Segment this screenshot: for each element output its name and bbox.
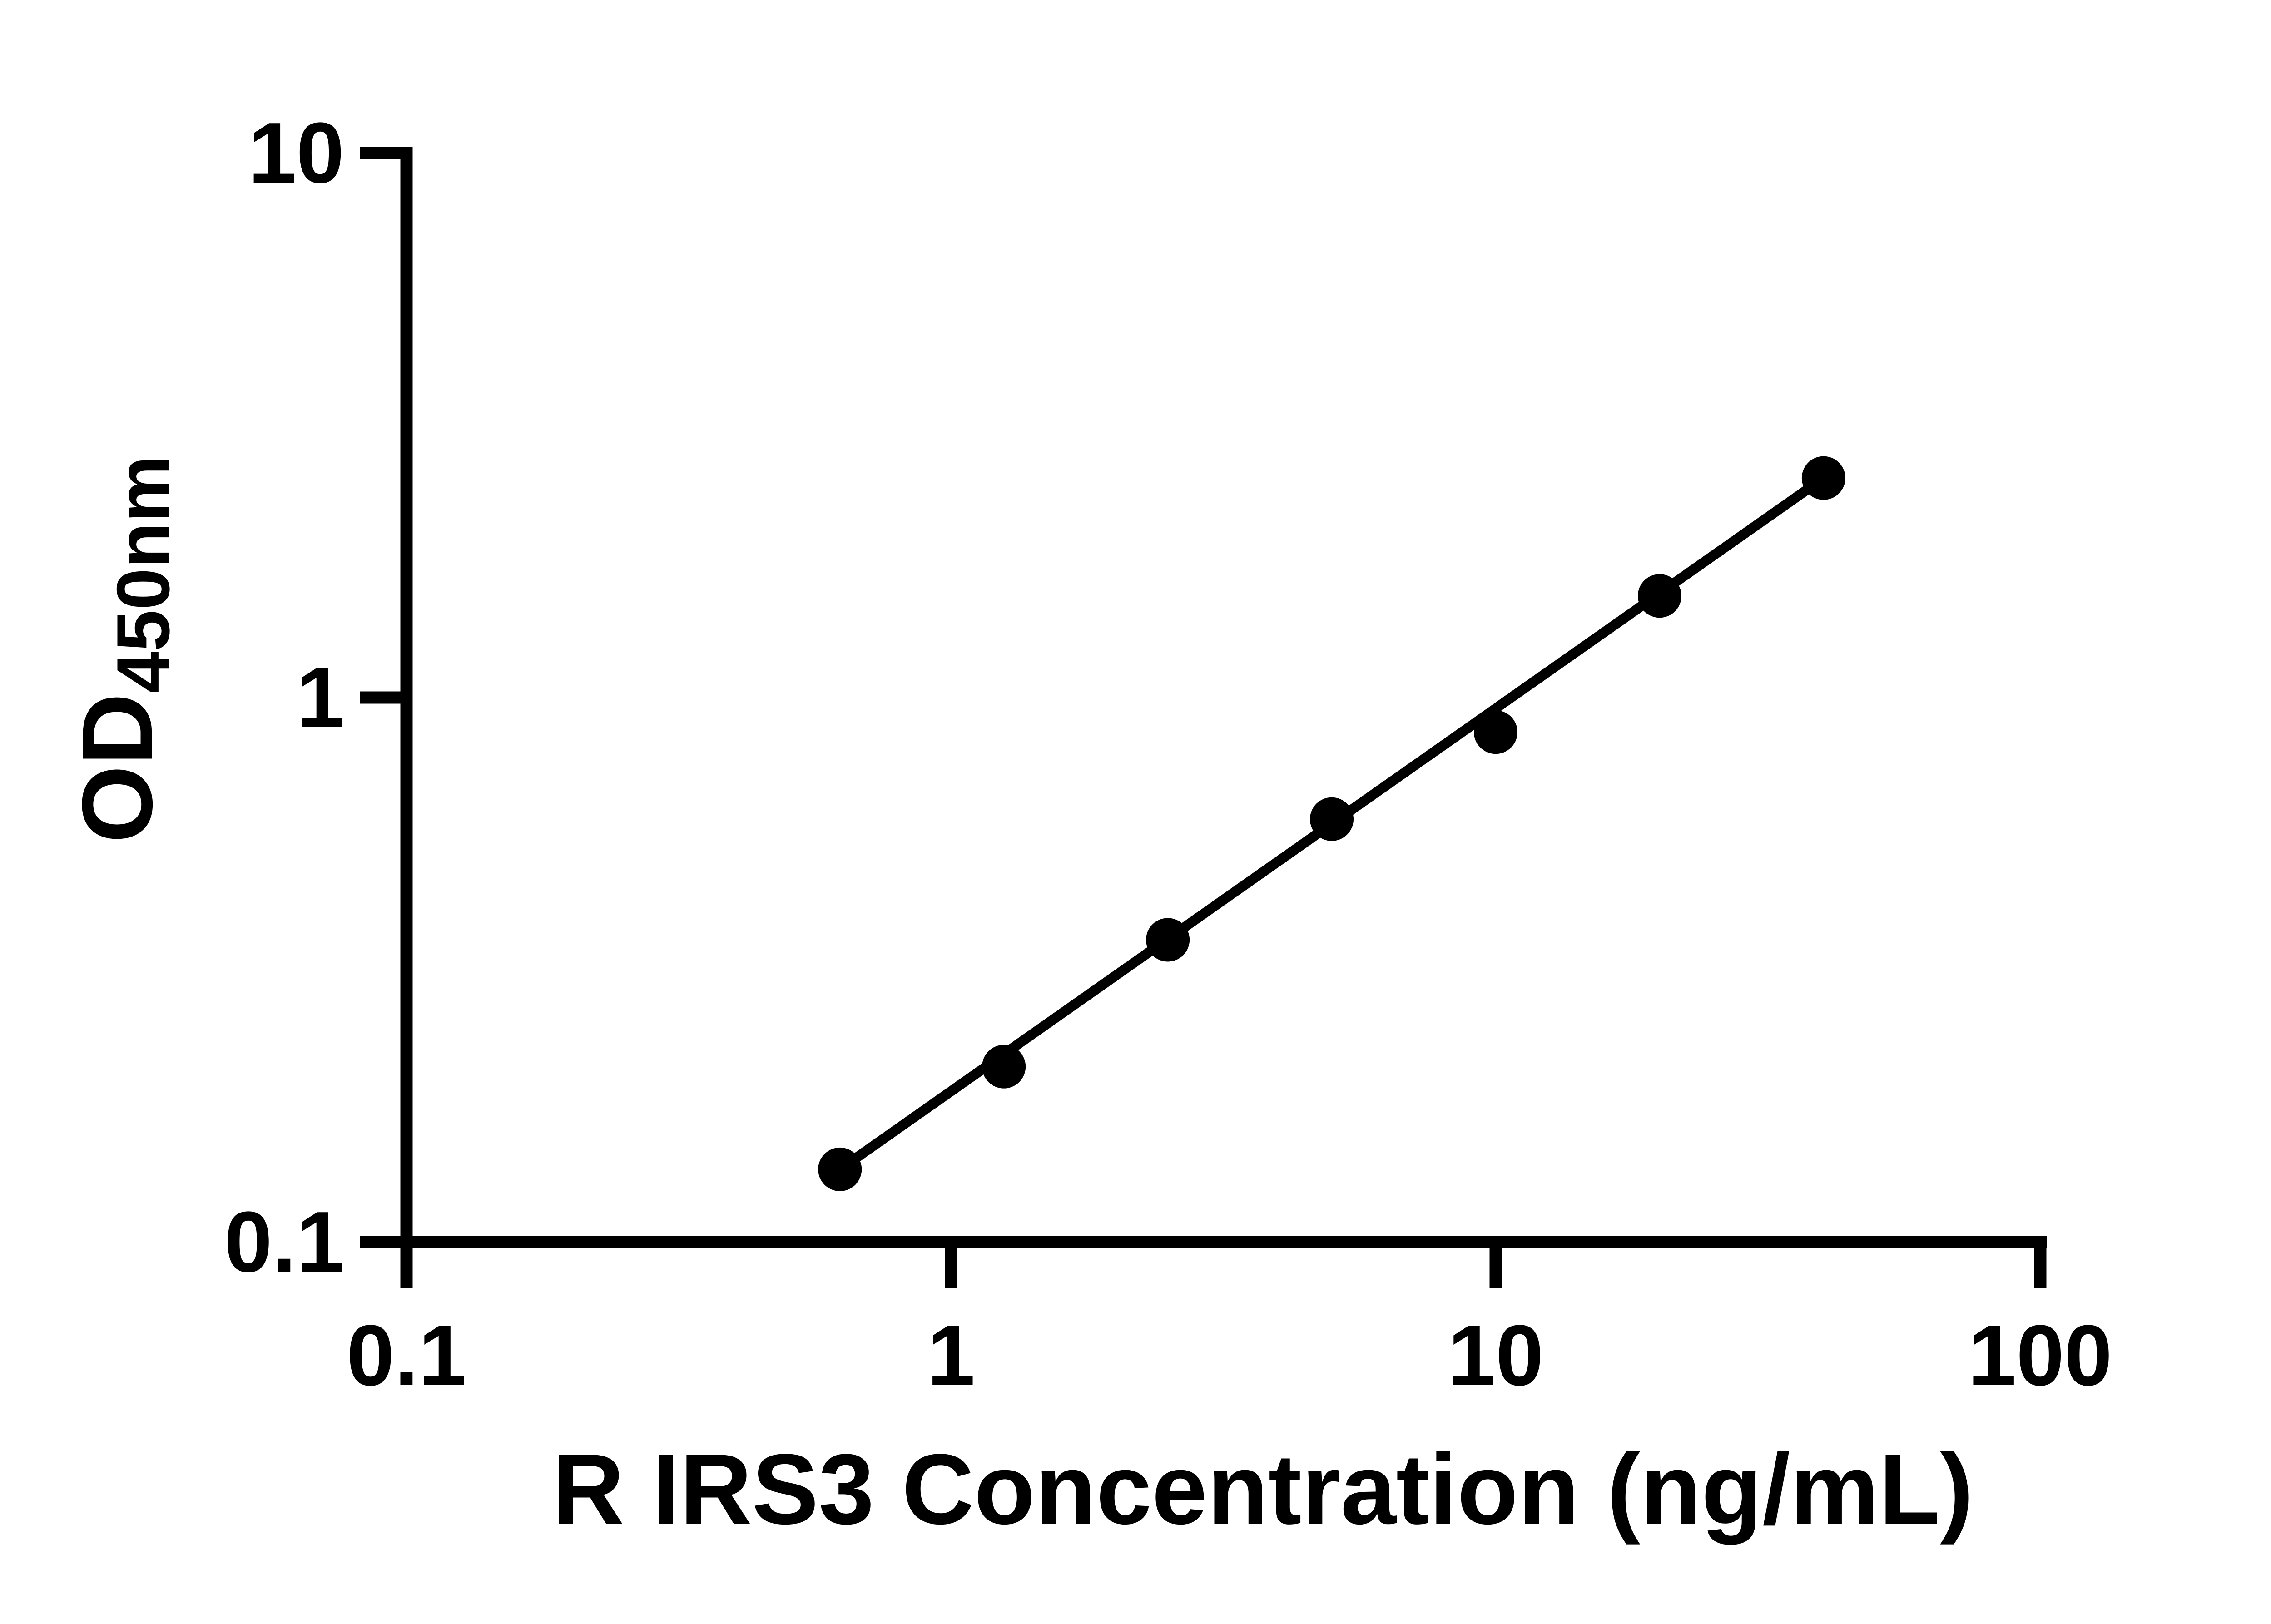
data-point [1801, 456, 1845, 500]
x-axis-tick-labels: 0.1 1 10 100 [347, 1307, 2112, 1404]
x-tick-label: 100 [1968, 1307, 2112, 1404]
data-point [1474, 710, 1517, 754]
y-axis-title: OD450nm [61, 456, 185, 843]
x-tick-label: 10 [1448, 1307, 1543, 1404]
y-tick-label: 10 [248, 105, 344, 201]
data-series [818, 456, 1845, 1191]
y-axis-ticks [360, 147, 407, 1248]
x-tick-label: 1 [927, 1307, 975, 1404]
y-tick-label: 1 [296, 649, 344, 746]
data-point [818, 1147, 862, 1191]
data-point [1310, 797, 1354, 841]
y-axis-title-main: OD [61, 693, 173, 843]
data-point [1637, 574, 1681, 618]
data-point [1146, 918, 1190, 962]
data-point [982, 1045, 1026, 1089]
x-tick-label: 0.1 [347, 1307, 466, 1404]
x-axis-title: R IRS3 Concentration (ng/mL) [552, 1433, 1973, 1545]
x-axis-ticks [400, 1242, 2047, 1288]
y-tick-label: 0.1 [224, 1194, 344, 1290]
y-axis-tick-labels: 10 1 0.1 [224, 105, 344, 1290]
y-axis-title-subscript: 450nm [101, 456, 185, 693]
